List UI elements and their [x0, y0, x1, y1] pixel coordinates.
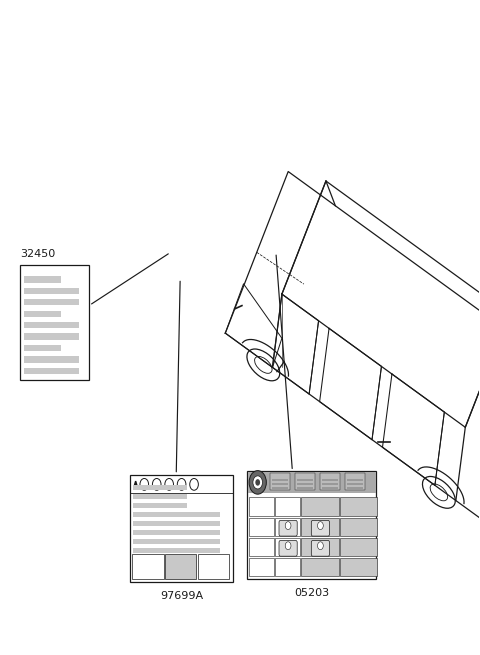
Bar — [297, 487, 313, 489]
Circle shape — [285, 542, 291, 550]
Circle shape — [318, 521, 323, 529]
Bar — [24, 356, 79, 363]
FancyBboxPatch shape — [279, 540, 297, 556]
Bar — [272, 483, 288, 485]
Bar — [347, 487, 363, 489]
Bar — [295, 474, 315, 490]
Bar — [133, 503, 187, 508]
Bar — [275, 558, 300, 576]
Bar — [133, 512, 220, 517]
Bar — [301, 538, 338, 556]
Circle shape — [255, 479, 260, 485]
Bar — [339, 497, 377, 515]
FancyBboxPatch shape — [312, 540, 329, 556]
Bar — [24, 322, 79, 328]
Bar — [133, 521, 220, 526]
Bar — [24, 288, 79, 294]
Bar — [322, 487, 338, 489]
Bar — [24, 276, 61, 282]
Text: 97699A: 97699A — [160, 591, 203, 601]
Bar — [272, 487, 288, 489]
Bar — [198, 554, 229, 579]
Bar — [301, 517, 338, 536]
Bar — [270, 474, 290, 490]
Bar — [249, 517, 274, 536]
FancyBboxPatch shape — [312, 520, 329, 536]
Bar — [249, 558, 274, 576]
Circle shape — [253, 476, 263, 489]
Bar — [320, 474, 340, 490]
Bar — [301, 558, 338, 576]
Bar — [20, 265, 89, 380]
Bar — [345, 474, 365, 490]
Bar — [249, 538, 274, 556]
Bar — [165, 554, 196, 579]
Circle shape — [318, 542, 323, 550]
Text: 32450: 32450 — [20, 249, 55, 259]
Bar — [133, 548, 220, 553]
Circle shape — [249, 471, 266, 494]
Bar — [24, 310, 61, 317]
Bar — [24, 299, 79, 305]
Bar — [24, 333, 79, 340]
Bar — [133, 494, 187, 499]
Bar — [24, 345, 61, 351]
Circle shape — [285, 521, 291, 529]
Bar — [247, 472, 376, 579]
Bar — [249, 497, 274, 515]
Bar — [130, 475, 233, 582]
Bar — [347, 483, 363, 485]
Bar — [275, 538, 300, 556]
FancyBboxPatch shape — [279, 520, 297, 536]
Bar — [272, 479, 288, 481]
Bar — [248, 472, 376, 493]
Bar — [275, 517, 300, 536]
Bar — [339, 558, 377, 576]
Bar — [133, 485, 187, 490]
Bar — [301, 497, 338, 515]
Bar — [132, 554, 164, 579]
Bar — [297, 483, 313, 485]
Bar — [339, 538, 377, 556]
Bar — [339, 517, 377, 536]
Bar — [322, 479, 338, 481]
Bar — [347, 479, 363, 481]
Bar — [24, 367, 79, 374]
Text: 05203: 05203 — [294, 588, 329, 597]
Bar — [133, 539, 220, 544]
Bar — [297, 479, 313, 481]
Bar — [133, 530, 220, 535]
Bar — [322, 483, 338, 485]
Polygon shape — [134, 481, 138, 487]
Bar — [275, 497, 300, 515]
